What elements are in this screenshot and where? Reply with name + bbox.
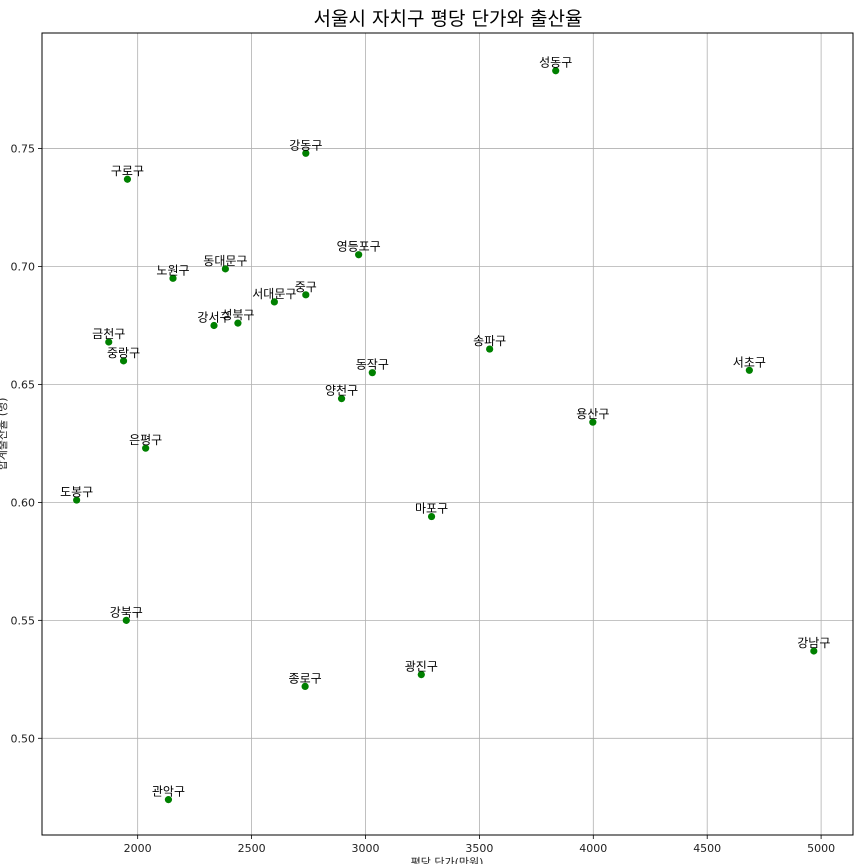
- point-label: 강남구: [797, 636, 830, 650]
- data-point: [427, 512, 436, 521]
- point-label: 성동구: [539, 56, 572, 70]
- point-label: 광진구: [405, 660, 438, 674]
- x-tick-label: 2000: [124, 842, 152, 855]
- point-label: 동작구: [356, 358, 389, 372]
- point-label: 동대문구: [203, 254, 247, 268]
- data-point: [355, 251, 363, 259]
- point-label: 은평구: [129, 433, 162, 447]
- x-tick-label: 5000: [807, 842, 835, 855]
- point-label: 관악구: [152, 785, 185, 799]
- data-point: [73, 496, 81, 504]
- point-label: 종로구: [289, 671, 322, 685]
- data-point: [105, 338, 113, 346]
- x-tick-label: 3000: [351, 842, 379, 855]
- point-label: 중랑구: [107, 346, 140, 360]
- y-tick-label: 0.70: [11, 261, 36, 274]
- y-tick-label: 0.50: [11, 732, 36, 745]
- data-point: [417, 671, 425, 679]
- y-tick-label: 0.55: [11, 614, 36, 627]
- point-label: 노원구: [156, 263, 189, 277]
- point-label: 중구: [295, 280, 317, 294]
- data-point: [164, 796, 173, 804]
- data-point: [337, 395, 346, 403]
- point-label: 마포구: [415, 502, 448, 516]
- data-point: [234, 319, 242, 327]
- data-point: [142, 444, 150, 452]
- x-tick-label: 3500: [465, 842, 493, 855]
- data-point: [552, 67, 560, 75]
- data-point: [368, 369, 376, 377]
- data-point: [589, 418, 597, 426]
- axis-ticks: 2000 2500 3000 3500 4000 4500 5000 0.50 0.55 0.60…: [11, 143, 836, 855]
- y-tick-label: 0.60: [11, 496, 36, 509]
- point-label: 송파구: [473, 334, 506, 348]
- point-label: 서대문구: [252, 287, 296, 301]
- grid-lines: [42, 33, 853, 835]
- plot-area: [41, 32, 854, 836]
- data-point: [810, 647, 818, 655]
- point-label: 성북구: [221, 308, 254, 322]
- point-label: 구로구: [111, 164, 144, 178]
- data-point: [486, 345, 494, 353]
- y-axis-label: 합계출산율 (명): [0, 398, 9, 471]
- y-tick-label: 0.65: [11, 378, 36, 391]
- point-label: 서초구: [733, 355, 766, 369]
- data-point: [302, 149, 310, 157]
- data-point: [301, 682, 309, 690]
- point-label: 강동구: [289, 138, 322, 152]
- point-label: 영등포구: [337, 240, 381, 254]
- data-point: [221, 265, 229, 273]
- point-label: 강서구: [197, 310, 230, 324]
- data-points: 성동구강동구구로구영등포구동대문구노원구중구서대문구성북구강서구금천구송파구중랑…: [60, 56, 830, 804]
- x-tick-label: 4000: [579, 842, 607, 855]
- data-point: [745, 366, 753, 374]
- data-point: [302, 291, 310, 299]
- x-tick-label: 4500: [693, 842, 721, 855]
- data-point: [169, 274, 177, 282]
- point-label: 용산구: [576, 407, 609, 421]
- y-tick-label: 0.75: [11, 143, 36, 156]
- data-point: [122, 616, 130, 624]
- point-label: 금천구: [92, 326, 125, 341]
- x-axis-label: 평당 단가(만원): [411, 856, 484, 864]
- point-label: 양천구: [325, 383, 358, 398]
- data-point: [119, 357, 128, 365]
- chart-title: 서울시 자치구 평당 단가와 출산율: [314, 8, 583, 30]
- point-label: 강북구: [110, 605, 143, 619]
- data-point: [270, 298, 278, 306]
- data-point: [123, 175, 132, 183]
- data-point: [210, 321, 218, 330]
- point-label: 도봉구: [60, 485, 93, 499]
- x-tick-label: 2500: [238, 842, 266, 855]
